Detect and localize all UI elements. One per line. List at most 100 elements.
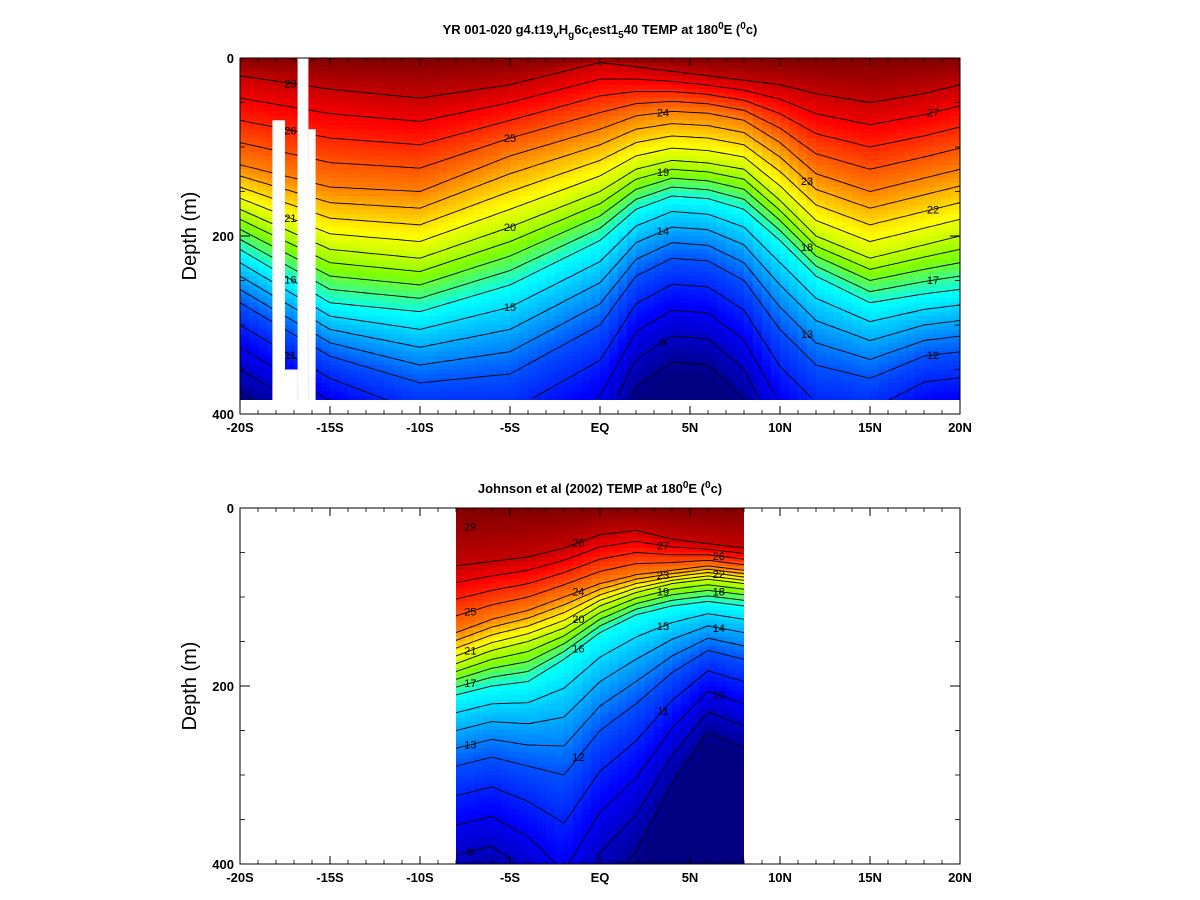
field-cell: [492, 320, 502, 326]
field-cell: [501, 151, 511, 157]
field-cell: [249, 173, 259, 179]
field-cell: [456, 182, 466, 188]
field-cell: [447, 142, 457, 148]
field-cell: [762, 271, 772, 277]
field-cell: [339, 276, 349, 282]
field-cell: [699, 133, 709, 139]
field-cell: [321, 382, 331, 388]
field-cell: [663, 196, 673, 201]
field-cell: [609, 387, 619, 393]
field-cell: [321, 236, 331, 241]
field-cell: [600, 258, 610, 264]
field-cell: [375, 325, 385, 330]
field-cell: [708, 142, 718, 148]
field-cell: [546, 111, 556, 117]
field-cell: [456, 160, 466, 166]
field-cell: [591, 320, 601, 326]
field-cell: [420, 71, 430, 77]
field-cell: [618, 107, 628, 113]
field-cell: [582, 262, 592, 268]
field-cell: [654, 111, 664, 117]
field-cell: [465, 58, 475, 64]
field-cell: [312, 102, 322, 108]
field-cell: [393, 333, 403, 339]
field-cell: [285, 222, 295, 228]
field-cell: [438, 89, 448, 95]
field-cell: [393, 84, 403, 90]
field-cell: [645, 338, 655, 344]
field-cell: [429, 120, 439, 126]
field-cell: [798, 271, 808, 277]
field-cell: [375, 333, 385, 339]
field-cell: [456, 111, 466, 117]
field-cell: [492, 222, 502, 228]
field-cell: [375, 147, 385, 152]
field-cell: [465, 396, 475, 400]
field-cell: [519, 253, 529, 259]
field-cell: [789, 196, 799, 201]
field-cell: [465, 222, 475, 228]
field-cell: [762, 280, 772, 286]
field-cell: [339, 178, 349, 184]
field-cell: [258, 307, 268, 313]
field-cell: [438, 347, 448, 353]
field-cell: [753, 302, 763, 308]
field-cell: [339, 293, 349, 299]
field-cell: [717, 396, 727, 400]
field-cell: [321, 360, 331, 366]
field-cell: [528, 262, 538, 268]
field-cell: [780, 391, 790, 397]
field-cell: [789, 320, 799, 326]
field-cell: [249, 115, 259, 121]
field-cell: [735, 209, 745, 215]
field-cell: [771, 133, 781, 139]
field-cell: [366, 365, 376, 371]
field-cell: [267, 58, 277, 64]
field-cell: [762, 333, 772, 339]
field-cell: [555, 240, 565, 246]
field-cell: [510, 262, 520, 268]
field-cell: [447, 316, 457, 322]
field-cell: [348, 71, 358, 77]
field-cell: [627, 325, 637, 330]
field-cell: [816, 160, 826, 166]
field-cell: [681, 307, 691, 313]
field-cell: [780, 267, 790, 273]
field-cell: [537, 316, 547, 322]
field-cell: [690, 173, 700, 179]
field-cell: [366, 80, 376, 86]
field-cell: [339, 271, 349, 277]
field-cell: [573, 369, 583, 375]
field-cell: [465, 316, 475, 322]
field-cell: [735, 387, 745, 393]
field-cell: [555, 62, 565, 68]
field-cell: [258, 387, 268, 393]
field-cell: [267, 204, 277, 210]
field-cell: [321, 182, 331, 188]
field-cell: [780, 298, 790, 304]
field-cell: [465, 276, 475, 282]
field-cell: [681, 204, 691, 210]
field-cell: [474, 325, 484, 330]
field-cell: [753, 80, 763, 86]
field-cell: [465, 347, 475, 353]
field-cell: [699, 155, 709, 161]
field-cell: [267, 391, 277, 397]
field-cell: [258, 382, 268, 388]
field-cell: [564, 391, 574, 397]
field-cell: [519, 209, 529, 215]
field-cell: [249, 276, 259, 282]
field-cell: [330, 164, 340, 170]
field-cell: [807, 280, 817, 286]
field-cell: [510, 200, 520, 206]
field-cell: [708, 289, 718, 295]
field-cell: [564, 360, 574, 366]
field-cell: [717, 187, 727, 193]
field-cell: [807, 253, 817, 259]
field-cell: [501, 231, 511, 237]
field-cell: [384, 360, 394, 366]
field-cell: [663, 209, 673, 215]
field-cell: [267, 373, 277, 379]
field-cell: [366, 293, 376, 299]
field-cell: [582, 289, 592, 295]
